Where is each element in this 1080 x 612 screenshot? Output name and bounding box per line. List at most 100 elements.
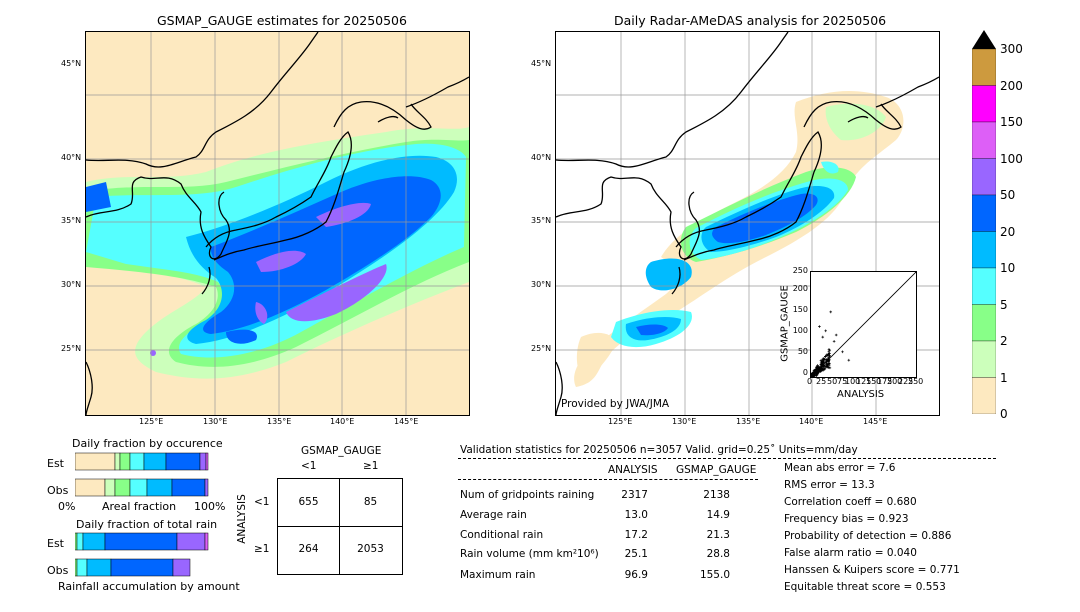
colorbar-band xyxy=(971,340,997,378)
scatter-point xyxy=(825,358,829,361)
score-line: Hanssen & Kuipers score = 0.771 xyxy=(784,564,960,576)
colorbar-band xyxy=(971,304,997,342)
colorbar-label: 0 xyxy=(1000,407,1008,421)
scatter-x-tick: 125 xyxy=(856,377,872,386)
right-lon-tick: 130°E xyxy=(672,417,697,426)
occurrence-bar-segment xyxy=(104,478,116,497)
left-map xyxy=(85,31,470,416)
total-rain-bar-segment xyxy=(172,558,191,577)
scatter-x-tick: 200 xyxy=(887,377,903,386)
validation-row-gsmap: 14.9 xyxy=(706,509,730,521)
scatter-point xyxy=(834,333,838,337)
validation-row-analysis: 2317 xyxy=(621,489,648,501)
scatter-point xyxy=(818,368,822,372)
validation-row-analysis: 13.0 xyxy=(624,509,648,521)
scatter-point xyxy=(826,353,830,357)
scatter-svg xyxy=(809,271,917,379)
colorbar-labels: 300 200 150 100 50 20 10 5 2 1 0 xyxy=(1000,30,1060,421)
occurrence-bar-segment xyxy=(146,478,173,497)
occurrence-title: Daily fraction by occurence xyxy=(72,437,223,450)
scatter-point xyxy=(822,364,825,367)
scatter-point xyxy=(815,366,818,369)
scatter-x-ticks: 0 25 50 75 100 125 150 175 200 225 250 xyxy=(807,377,923,387)
scatter-plot xyxy=(809,271,917,379)
validation-row-gsmap: 155.0 xyxy=(699,569,730,581)
right-lat-tick: 30°N xyxy=(531,280,552,289)
scatter-point xyxy=(812,369,816,372)
validation-row-label: Conditional rain xyxy=(460,529,544,541)
scatter-point xyxy=(819,367,822,370)
scatter-point xyxy=(821,335,825,339)
scatter-point xyxy=(827,363,831,367)
validation-col-divider xyxy=(458,479,758,480)
validation-row-analysis: 25.1 xyxy=(624,548,648,560)
scatter-y-ticks: 0 50 100 150 200 250 xyxy=(790,266,808,378)
scatter-point xyxy=(821,368,825,371)
colorbar-label: 300 xyxy=(1000,42,1023,56)
score-line: Mean abs error = 7.6 xyxy=(784,462,896,474)
scatter-point xyxy=(816,366,820,370)
scatter-point xyxy=(810,372,813,376)
scatter-point xyxy=(826,363,829,366)
contingency-cell-false-alarm: 85 xyxy=(363,496,378,508)
left-lat-tick: 40°N xyxy=(61,153,82,162)
contingency-col-ge: ≥1 xyxy=(363,460,379,472)
total-rain-bar-segment xyxy=(76,532,84,551)
contingency-col-lt: <1 xyxy=(301,460,317,472)
contingency-cell-hit: 2053 xyxy=(357,543,384,555)
contingency-row-header: ANALYSIS xyxy=(236,494,248,544)
total-rain-bar-segment xyxy=(104,532,178,551)
right-lat-tick: 40°N xyxy=(531,153,552,162)
scatter-x-tick: 100 xyxy=(845,377,861,386)
total-rain-bar-segment xyxy=(74,558,78,577)
right-lon-tick: 145°E xyxy=(863,417,888,426)
score-line: Correlation coeff = 0.680 xyxy=(784,496,917,508)
occurrence-bar-segment xyxy=(74,452,116,471)
right-lon-tick: 135°E xyxy=(736,417,761,426)
scatter-point xyxy=(818,325,821,328)
score-line: RMS error = 13.3 xyxy=(784,479,875,491)
contingency-table: 655 85 264 2053 xyxy=(277,478,403,575)
colorbar-label: 20 xyxy=(1000,225,1016,239)
total-rain-bar-segment xyxy=(110,558,174,577)
scatter-point xyxy=(847,358,851,362)
score-line: Frequency bias = 0.923 xyxy=(784,513,909,525)
scatter-point xyxy=(832,340,836,343)
left-lon-tick: 145°E xyxy=(394,417,419,426)
colorbar-label: 10 xyxy=(1000,261,1016,275)
score-line: Probability of detection = 0.886 xyxy=(784,530,952,542)
contingency-divider-h xyxy=(278,526,402,527)
validation-divider xyxy=(458,458,996,459)
colorbar-band xyxy=(971,231,997,269)
validation-row-gsmap: 28.8 xyxy=(706,548,730,560)
validation-header: Validation statistics for 20250506 n=305… xyxy=(460,444,858,456)
colorbar-label: 100 xyxy=(1000,152,1023,166)
total-rain-label-obs: Obs xyxy=(47,564,69,577)
right-lat-tick: 25°N xyxy=(531,344,552,353)
total-rain-bar-segment xyxy=(82,532,106,551)
validation-row-label: Rain volume (mm km²10⁶) xyxy=(460,548,599,560)
occurrence-bar-segment xyxy=(171,478,206,497)
scatter-point xyxy=(811,374,815,377)
left-lat-tick: 25°N xyxy=(61,344,82,353)
colorbar-label: 2 xyxy=(1000,334,1008,348)
occurrence-bar-segment xyxy=(143,452,167,471)
scatter-point xyxy=(816,364,819,367)
colorbar-label: 50 xyxy=(1000,188,1016,202)
scatter-x-tick: 175 xyxy=(877,377,893,386)
occurrence-chart xyxy=(74,451,209,499)
contingency-cell-hit-miss: 655 xyxy=(298,496,319,508)
colorbar-label: 150 xyxy=(1000,115,1023,129)
scatter-y-tick: 50 xyxy=(797,347,808,356)
scatter-point xyxy=(829,310,833,314)
occurrence-tick-left: 0% xyxy=(58,500,76,513)
score-line: False alarm ratio = 0.040 xyxy=(784,547,917,559)
right-lon-tick: 140°E xyxy=(799,417,824,426)
scatter-x-tick: 0 xyxy=(807,377,813,386)
scatter-point xyxy=(815,372,819,376)
scatter-ylabel: GSMAP_GAUGE xyxy=(779,285,791,362)
left-map-title: GSMAP_GAUGE estimates for 20250506 xyxy=(157,13,407,28)
validation-row-analysis: 17.2 xyxy=(624,529,648,541)
scatter-x-tick: 150 xyxy=(866,377,882,386)
scatter-point xyxy=(824,365,828,368)
